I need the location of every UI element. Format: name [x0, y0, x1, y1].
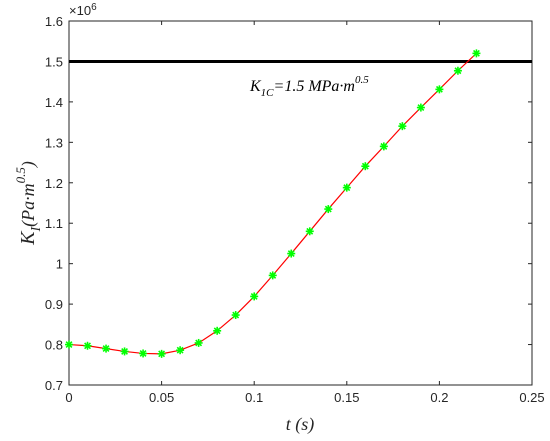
marker-stroke: [84, 342, 91, 350]
data-point-marker: [416, 103, 425, 112]
data-point-marker: [435, 85, 444, 94]
y-exponent-label: ×106: [69, 2, 97, 18]
threshold-label-sup: 0.5: [355, 74, 369, 86]
data-point-marker: [287, 249, 296, 258]
plot-area: [68, 20, 533, 386]
marker-stroke: [324, 205, 332, 213]
y-tick-label: 0.8: [45, 338, 63, 353]
y-label-close: ): [18, 161, 39, 168]
y-axis: 0.7 0.8 0.9 1 1.1 1.2 1.3 1.4 1.5 1.6: [45, 14, 532, 393]
data-point-marker: [83, 341, 92, 350]
marker-stroke: [435, 85, 443, 93]
x-tick-label: 0.05: [149, 390, 174, 405]
data-point-marker: [268, 271, 277, 280]
data-point-marker: [342, 183, 351, 192]
y-tick-label: 1: [56, 257, 63, 272]
marker-stroke: [398, 122, 406, 130]
threshold-label-sub: 1C: [261, 87, 275, 99]
y-exponent-base: ×10: [69, 3, 91, 18]
marker-stroke: [417, 104, 425, 111]
x-tick-label: 0.2: [430, 390, 448, 405]
y-tick-label: 0.7: [45, 378, 63, 393]
data-point-marker: [213, 326, 222, 335]
y-label-sup: 0.5: [13, 167, 28, 184]
x-axis: 0 0.05 0.1 0.15 0.2 0.25: [65, 21, 545, 405]
data-series: [65, 49, 481, 358]
y-exponent-power: 6: [91, 2, 97, 13]
y-tick-label: 1.1: [45, 216, 63, 231]
marker-stroke: [380, 142, 388, 150]
marker-stroke: [287, 250, 295, 258]
y-tick-label: 1.2: [45, 176, 63, 191]
x-tick-label: 0: [65, 390, 72, 405]
data-point-marker: [120, 347, 129, 356]
y-tick-label: 1.3: [45, 135, 63, 150]
y-tick-label: 1.6: [45, 14, 63, 29]
data-point-marker: [453, 66, 462, 75]
data-point-marker: [194, 338, 203, 347]
marker-stroke: [472, 49, 480, 57]
data-point-marker: [324, 205, 333, 214]
y-tick-label: 1.5: [45, 54, 63, 69]
marker-stroke: [158, 350, 166, 358]
marker-stroke: [102, 345, 110, 353]
data-point-marker: [472, 49, 481, 58]
y-tick-label: 0.9: [45, 297, 63, 312]
data-point-marker: [102, 344, 111, 353]
data-point-marker: [379, 142, 388, 151]
marker-stroke: [213, 327, 221, 335]
data-point-marker: [398, 122, 407, 131]
marker-stroke: [232, 311, 240, 319]
y-tick-label: 1.4: [45, 95, 63, 110]
data-point-marker: [65, 340, 73, 349]
x-tick-label: 0.15: [334, 390, 359, 405]
y-label-main: K: [17, 230, 39, 246]
threshold-label: K1C=1.5 MPa·m0.5: [249, 74, 369, 99]
y-label-rest: (Pa·m: [18, 183, 39, 227]
y-label-sub: I: [29, 226, 44, 233]
x-axis-label: t (s): [286, 414, 315, 435]
marker-stroke: [343, 184, 351, 192]
data-point-marker: [157, 349, 166, 358]
x-tick-label: 0.25: [519, 390, 544, 405]
marker-stroke: [121, 347, 129, 355]
data-point-marker: [361, 162, 370, 171]
marker-stroke: [176, 346, 184, 354]
marker-stroke: [139, 350, 147, 357]
data-point-marker: [305, 227, 314, 236]
marker-stroke: [361, 162, 369, 170]
data-point-marker: [231, 311, 240, 320]
threshold-label-rest: =1.5 MPa·m: [274, 78, 355, 95]
threshold-label-main: K: [249, 78, 262, 95]
marker-stroke: [454, 67, 462, 75]
marker-stroke: [195, 339, 203, 347]
data-point-marker: [176, 346, 185, 355]
data-point-marker: [139, 349, 148, 358]
marker-stroke: [250, 292, 258, 300]
marker-stroke: [65, 341, 73, 349]
marker-stroke: [306, 227, 314, 235]
data-point-marker: [250, 292, 259, 301]
y-axis-label: KI(Pa·m0.5): [13, 161, 44, 246]
x-tick-label: 0.1: [245, 390, 263, 405]
marker-stroke: [269, 271, 277, 279]
